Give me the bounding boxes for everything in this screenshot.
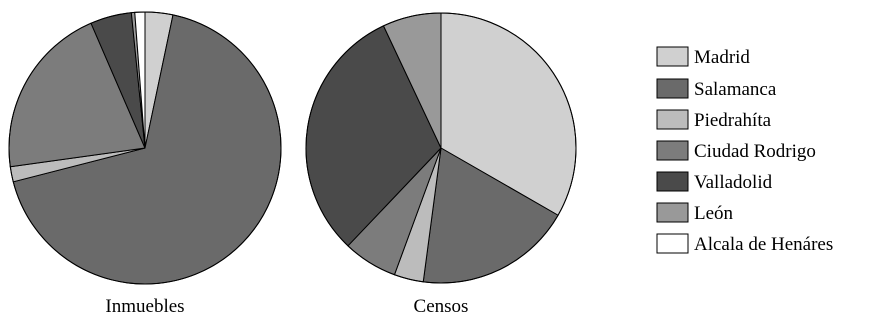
legend-item-leon: León bbox=[656, 202, 734, 224]
legend-item-madrid: Madrid bbox=[656, 46, 750, 68]
pie-outline bbox=[305, 12, 577, 284]
legend-item-valladolid: Valladolid bbox=[656, 171, 773, 193]
legend-label-alcala-de-henares: Alcala de Henáres bbox=[694, 234, 833, 255]
legend-label-madrid: Madrid bbox=[694, 47, 750, 68]
legend-swatch-alcala-de-henares bbox=[656, 233, 689, 254]
legend-swatch-madrid bbox=[656, 46, 689, 67]
legend-label-piedrahita: Piedrahíta bbox=[694, 110, 772, 131]
pie-title-censos: Censos bbox=[414, 296, 469, 317]
pie-title-inmuebles: Inmuebles bbox=[105, 296, 184, 317]
pie-chart-inmuebles bbox=[8, 11, 282, 285]
pie-chart-censos bbox=[305, 12, 577, 284]
legend-label-ciudad-rodrigo: Ciudad Rodrigo bbox=[694, 141, 816, 162]
legend-item-salamanca: Salamanca bbox=[656, 78, 777, 100]
legend-item-piedrahita: Piedrahíta bbox=[656, 109, 772, 131]
legend-item-ciudad-rodrigo: Ciudad Rodrigo bbox=[656, 140, 816, 162]
legend-swatch-piedrahita bbox=[656, 109, 689, 130]
legend-item-alcala-de-henares: Alcala de Henáres bbox=[656, 233, 833, 255]
legend-swatch-leon bbox=[656, 202, 689, 223]
legend-swatch-valladolid bbox=[656, 171, 689, 192]
legend-label-leon: León bbox=[694, 203, 734, 224]
legend: Madrid Salamanca Piedrahíta Ciudad Rodri… bbox=[656, 46, 833, 255]
pie-outline bbox=[8, 11, 282, 285]
legend-swatch-salamanca bbox=[656, 78, 689, 99]
legend-label-valladolid: Valladolid bbox=[694, 172, 773, 193]
legend-swatch-ciudad-rodrigo bbox=[656, 140, 689, 161]
legend-label-salamanca: Salamanca bbox=[694, 79, 777, 100]
